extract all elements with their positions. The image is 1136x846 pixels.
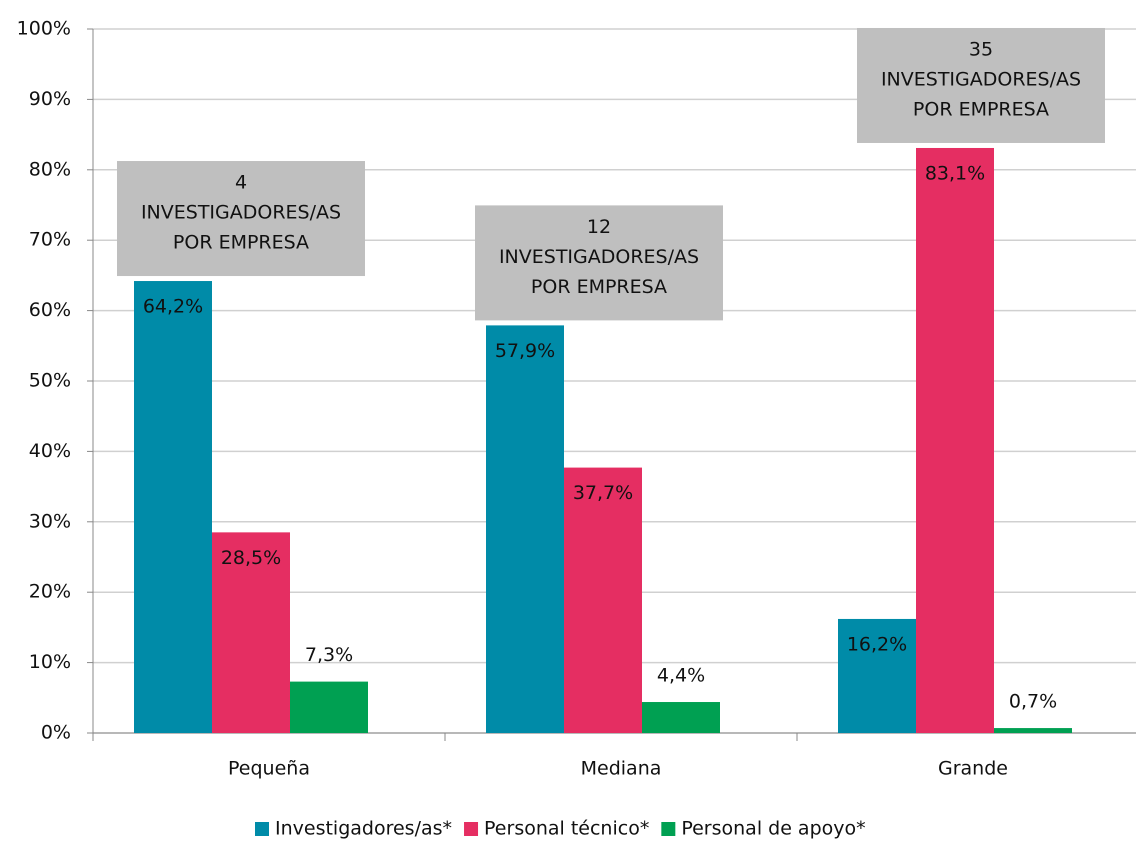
bar xyxy=(642,702,720,733)
annotation-text: INVESTIGADORES/AS xyxy=(141,202,341,224)
annotation-text: INVESTIGADORES/AS xyxy=(881,68,1081,90)
y-tick-label: 10% xyxy=(29,651,71,673)
y-tick-label: 30% xyxy=(29,510,71,532)
y-tick-label: 90% xyxy=(29,88,71,110)
bar xyxy=(838,618,916,733)
y-tick-label: 100% xyxy=(17,18,71,40)
annotation-box xyxy=(857,27,1105,143)
annotation-text: 4 xyxy=(235,172,247,194)
y-tick-label: 0% xyxy=(41,722,71,744)
value-label: 28,5% xyxy=(221,547,281,569)
value-label: 4,4% xyxy=(657,665,705,687)
y-tick-label: 20% xyxy=(29,581,71,603)
x-tick-label: Mediana xyxy=(581,758,662,780)
legend-label: Investigadores/as* xyxy=(275,818,452,840)
bar xyxy=(564,467,642,733)
value-label: 7,3% xyxy=(305,644,353,666)
legend-swatch xyxy=(464,822,479,836)
y-tick-label: 40% xyxy=(29,440,71,462)
x-tick-label: Pequeña xyxy=(228,758,310,780)
bar xyxy=(486,325,564,733)
annotation-text: POR EMPRESA xyxy=(531,276,667,298)
bar xyxy=(290,681,368,733)
bar xyxy=(212,532,290,733)
legend-swatch xyxy=(255,822,269,836)
value-label: 0,7% xyxy=(1009,691,1057,713)
y-tick-label: 70% xyxy=(29,229,71,251)
legend-label: Personal de apoyo* xyxy=(681,818,865,840)
y-tick-label: 60% xyxy=(29,299,71,321)
annotation-text: 12 xyxy=(587,216,611,238)
bar xyxy=(994,728,1072,733)
bar xyxy=(134,281,212,733)
annotation-text: 35 xyxy=(969,38,993,60)
value-label: 64,2% xyxy=(143,296,203,318)
y-tick-label: 80% xyxy=(29,158,71,180)
value-label: 57,9% xyxy=(495,340,555,362)
annotation-text: POR EMPRESA xyxy=(173,232,309,254)
value-label: 83,1% xyxy=(925,162,985,184)
legend-label: Personal técnico* xyxy=(484,818,649,840)
annotation-text: INVESTIGADORES/AS xyxy=(499,246,699,268)
y-tick-label: 50% xyxy=(29,370,71,392)
annotation-box xyxy=(475,205,723,321)
value-label: 37,7% xyxy=(573,482,633,504)
value-label: 16,2% xyxy=(847,633,907,655)
annotation-text: POR EMPRESA xyxy=(913,98,1049,120)
bar xyxy=(916,147,994,733)
x-tick-label: Grande xyxy=(938,758,1008,780)
annotation-box xyxy=(117,161,365,277)
legend-swatch xyxy=(661,822,676,836)
